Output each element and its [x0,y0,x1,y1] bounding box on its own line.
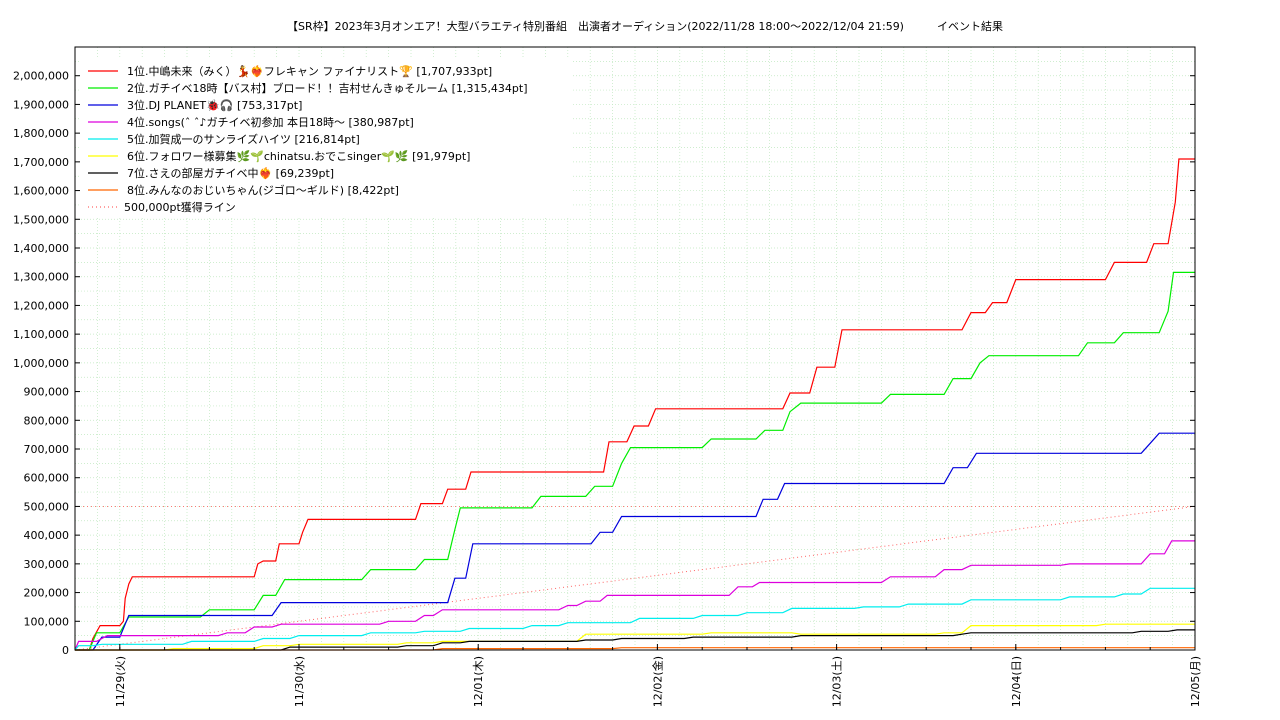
y-tick-label: 1,200,000 [13,299,69,312]
y-tick-label: 1,900,000 [13,98,69,111]
y-tick-label: 1,700,000 [13,156,69,169]
legend-label: 7位.さえの部屋ガチイベ中❤️‍🔥 [69,239pt] [127,166,334,180]
legend-label: 1位.中嶋未来（みく）💃❤️‍🔥フレキャン ファイナリスト🏆 [1,707,93… [127,64,492,78]
x-tick-label: 11/29(火) [114,656,127,707]
legend-label: 6位.フォロワー様募集🌿🌱chinatsu.おでこsinger🌱🌿 [91,97… [127,149,470,163]
legend-box [80,58,572,218]
legend-label: 3位.DJ PLANET🐞🎧 [753,317pt] [127,98,302,112]
reference-line-500k [74,505,1196,651]
legend-label: 4位.songs(ˆ ˆ♪ガチイベ初参加 本日18時〜 [380,987pt] [127,115,414,129]
y-tick-label: 1,400,000 [13,242,69,255]
y-tick-label: 300,000 [24,558,70,571]
y-axis: 0 100,000 200,000 300,000 400,000 500,000 600,… [13,70,1195,657]
x-tick-label: 11/30(水) [293,656,306,707]
y-tick-label: 1,500,000 [13,213,69,226]
x-axis: 11/29(火) 11/30(水) 12/01(木) 12/02(金) 12/03(土)… [74,644,1202,707]
x-tick-label: 12/03(土) [831,656,844,707]
series-line-5 [74,587,1195,651]
chart-title: 【SR枠】2023年3月オンエア！大型バラエティ特別番組 出演者オーディション(… [287,19,1003,33]
plot-frame [74,46,1196,651]
y-tick-label: 100,000 [24,615,70,628]
y-tick-label: 500,000 [24,500,70,513]
y-tick-label: 800,000 [24,414,70,427]
y-tick-label: 200,000 [24,587,70,600]
y-tick-label: 900,000 [24,386,70,399]
legend-label: 500,000pt獲得ライン [124,201,236,214]
legend-label: 8位.みんなのおじいちゃん(ジゴロ〜ギルド) [8,422pt] [127,183,399,197]
y-tick-label: 700,000 [24,443,70,456]
y-tick-label: 1,800,000 [13,127,69,140]
x-tick-label: 12/05(月) [1189,656,1202,707]
y-tick-label: 2,000,000 [13,70,69,83]
legend: 1位.中嶋未来（みく）💃❤️‍🔥フレキャン ファイナリスト🏆 [1,707,93… [80,58,572,218]
series-line-7 [75,629,1195,651]
series-line-2 [75,271,1195,651]
reference-line [74,505,1196,651]
y-tick-label: 0 [62,644,69,657]
legend-label: 5位.加賀成一のサンライズハイツ [216,814pt] [127,132,360,146]
y-tick-label: 1,600,000 [13,185,69,198]
x-tick-label: 12/02(金) [650,656,664,707]
x-tick-label: 12/04(日) [1010,656,1023,707]
series-line-4 [74,540,1195,651]
series-line-3 [75,432,1195,651]
series-line-6 [75,623,1195,651]
y-tick-label: 1,300,000 [13,271,69,284]
x-tick-label: 12/01(木) [472,656,485,707]
legend-label: 2位.ガチイベ18時【バス村】ブロード！！吉村せんきゅそルーム [1,315,4… [127,81,528,95]
y-tick-label: 400,000 [24,529,70,542]
y-tick-label: 1,100,000 [13,328,69,341]
y-tick-label: 600,000 [24,472,70,485]
series-line-1 [75,158,1195,651]
y-tick-label: 1,000,000 [13,357,69,370]
